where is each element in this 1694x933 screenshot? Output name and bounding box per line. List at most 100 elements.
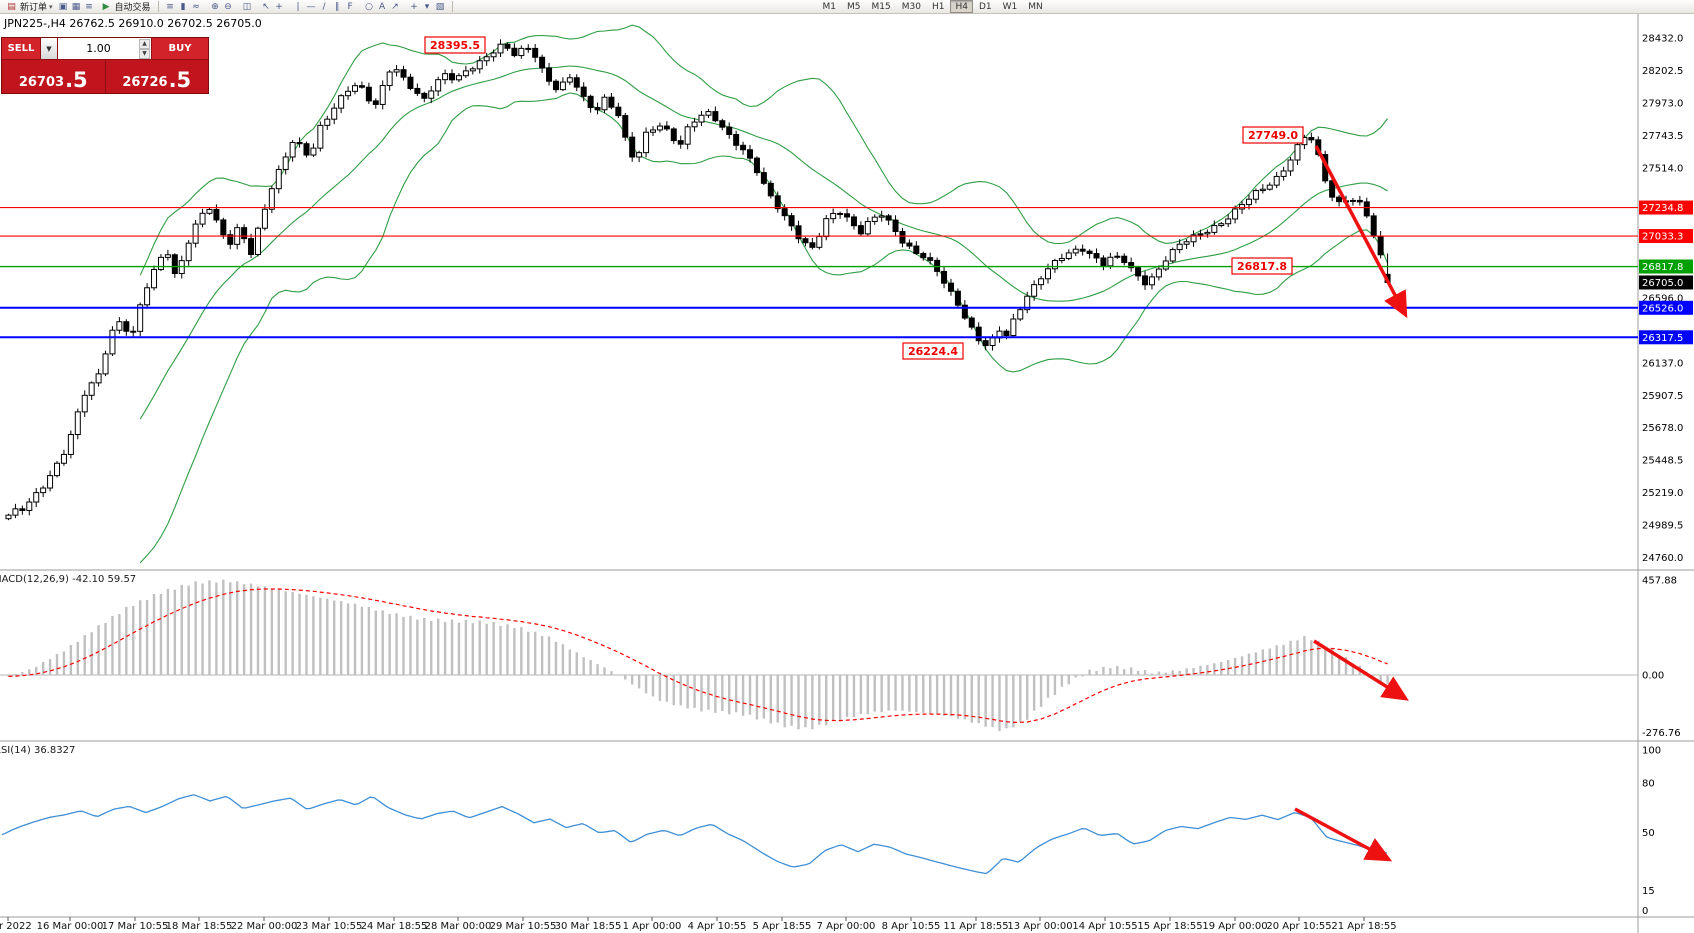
zoom-out-icon[interactable]: ⊖ bbox=[224, 1, 232, 12]
autotrading-icon: ▶ bbox=[102, 1, 110, 12]
timeframe-m1-button[interactable]: M1 bbox=[822, 2, 837, 12]
svg-text:16 Mar 00:00: 16 Mar 00:00 bbox=[37, 921, 104, 932]
autotrading-label: 自动交易 bbox=[114, 3, 151, 13]
buy-price-pips: .5 bbox=[168, 68, 192, 93]
price-annotations[interactable]: 28395.5 27749.0 26817.8 26224.4 bbox=[424, 36, 1304, 360]
horizontal-line-icon[interactable]: — bbox=[306, 1, 316, 12]
svg-text:11 Apr 18:55: 11 Apr 18:55 bbox=[943, 921, 1008, 932]
svg-text:26526.0: 26526.0 bbox=[1642, 303, 1683, 314]
timeframe-d1-button[interactable]: D1 bbox=[978, 2, 992, 12]
rsi-panel bbox=[1, 794, 1387, 875]
svg-text:27973.0: 27973.0 bbox=[1642, 99, 1683, 110]
indicators-add-icon[interactable]: + bbox=[410, 1, 418, 12]
timeframe-m30-button[interactable]: M30 bbox=[901, 2, 921, 12]
sell-price[interactable]: 26703 .5 bbox=[2, 60, 106, 93]
new-order-button[interactable]: ▤ 新订单 ▾ bbox=[3, 0, 55, 14]
svg-text:27234.8: 27234.8 bbox=[1642, 203, 1683, 214]
templates-icon[interactable]: ▧ bbox=[435, 1, 445, 12]
timeframe-w1-button[interactable]: W1 bbox=[1002, 2, 1018, 12]
svg-text:24 Mar 18:55: 24 Mar 18:55 bbox=[361, 921, 428, 932]
svg-text:-276.76: -276.76 bbox=[1642, 728, 1681, 739]
cursor-icon[interactable]: ↖ bbox=[262, 1, 270, 12]
trendline-icon[interactable]: / bbox=[322, 1, 326, 12]
svg-text:15: 15 bbox=[1642, 886, 1655, 897]
svg-text:24989.5: 24989.5 bbox=[1642, 521, 1683, 532]
svg-text:17 Mar 10:55: 17 Mar 10:55 bbox=[102, 921, 169, 932]
arrow-tool-icon[interactable]: ↗ bbox=[391, 1, 399, 12]
svg-text:22 Mar 00:00: 22 Mar 00:00 bbox=[231, 921, 298, 932]
svg-text:19 Apr 00:00: 19 Apr 00:00 bbox=[1202, 921, 1267, 932]
sell-button[interactable]: SELL bbox=[2, 38, 40, 59]
bar-chart-icon[interactable]: ≡ bbox=[166, 1, 174, 12]
volume-up-button[interactable]: ▲ bbox=[139, 39, 150, 49]
svg-text:23 Mar 10:55: 23 Mar 10:55 bbox=[296, 921, 363, 932]
toolbar-separator bbox=[157, 1, 159, 12]
sell-price-main: 26703 bbox=[18, 74, 65, 90]
chart-window-icon[interactable]: ▣ bbox=[58, 1, 68, 12]
vertical-line-icon[interactable]: | bbox=[296, 1, 300, 12]
svg-text:27033.3: 27033.3 bbox=[1642, 232, 1683, 243]
svg-text:18 Mar 18:55: 18 Mar 18:55 bbox=[166, 921, 233, 932]
autotrading-button[interactable]: ▶ 自动交易 bbox=[98, 0, 153, 14]
svg-text:21 Apr 18:55: 21 Apr 18:55 bbox=[1331, 921, 1396, 932]
svg-text:457.88: 457.88 bbox=[1642, 575, 1677, 586]
panel-separators bbox=[0, 14, 1694, 933]
macd-signal-line bbox=[8, 588, 1388, 724]
channel-icon[interactable]: ∥ bbox=[334, 1, 340, 12]
volume-down-button[interactable]: ▼ bbox=[139, 49, 150, 59]
candlestick-chart-icon[interactable]: ▮ bbox=[180, 1, 186, 12]
new-order-icon: ▤ bbox=[7, 1, 16, 12]
buy-price-main: 26726 bbox=[122, 74, 168, 90]
svg-text:20 Apr 10:55: 20 Apr 10:55 bbox=[1266, 921, 1331, 932]
svg-text:15 Apr 18:55: 15 Apr 18:55 bbox=[1137, 921, 1202, 932]
svg-text:8 Apr 10:55: 8 Apr 10:55 bbox=[882, 921, 941, 932]
timeframe-h1-button[interactable]: H1 bbox=[931, 2, 945, 12]
svg-text:28432.0: 28432.0 bbox=[1642, 34, 1683, 45]
chart-ohlc-header: JPN225-,H4 26762.5 26910.0 26702.5 26705… bbox=[4, 17, 262, 30]
timeframe-m15-button[interactable]: M15 bbox=[871, 2, 891, 12]
price-axis[interactable]: 28432.0 28202.5 27973.0 27743.5 27514.0 26596… bbox=[1639, 34, 1693, 917]
timeframe-m5-button[interactable]: M5 bbox=[847, 2, 861, 12]
svg-text:26224.4: 26224.4 bbox=[908, 345, 958, 358]
svg-text:26817.8: 26817.8 bbox=[1237, 260, 1287, 273]
periods-icon[interactable]: ▾ bbox=[424, 1, 430, 12]
fibonacci-icon[interactable]: F bbox=[347, 1, 353, 12]
sell-price-pips: .5 bbox=[65, 68, 88, 93]
timeframe-toolbar: M1 M5 M15 M30 H1 H4 D1 W1 MN bbox=[818, 0, 1048, 13]
svg-text:25907.5: 25907.5 bbox=[1642, 391, 1683, 402]
zoom-in-icon[interactable]: ⊕ bbox=[211, 1, 219, 12]
svg-text:5 Apr 18:55: 5 Apr 18:55 bbox=[753, 921, 812, 932]
trend-arrows[interactable] bbox=[1294, 145, 1409, 862]
timeframe-mn-button[interactable]: MN bbox=[1028, 2, 1043, 12]
timeframe-h4-button[interactable]: H4 bbox=[950, 0, 973, 13]
text-label-icon[interactable]: A bbox=[378, 1, 386, 12]
svg-text:1 Apr 00:00: 1 Apr 00:00 bbox=[623, 921, 682, 932]
volume-dropdown-button[interactable]: ▼ bbox=[40, 38, 58, 59]
svg-text:Mar 2022: Mar 2022 bbox=[0, 921, 32, 932]
svg-text:0.00: 0.00 bbox=[1642, 671, 1664, 682]
crosshair-icon[interactable]: + bbox=[275, 1, 283, 12]
new-order-label: 新订单 bbox=[20, 3, 48, 13]
svg-text:26137.0: 26137.0 bbox=[1642, 358, 1683, 369]
line-chart-icon[interactable]: ≈ bbox=[192, 1, 200, 12]
tile-windows-icon[interactable]: ◫ bbox=[242, 1, 252, 12]
rsi-indicator-label: RSI(14) 36.8327 bbox=[0, 745, 76, 756]
profiles-icon[interactable]: ▦ bbox=[71, 1, 81, 12]
svg-text:26317.5: 26317.5 bbox=[1642, 333, 1683, 344]
shapes-icon[interactable]: ○ bbox=[365, 1, 373, 12]
macd-indicator-label: MACD(12,26,9) -42.10 59.57 bbox=[0, 574, 137, 585]
buy-button[interactable]: BUY bbox=[152, 38, 208, 59]
buy-price[interactable]: 26726 .5 bbox=[106, 60, 209, 93]
svg-text:50: 50 bbox=[1642, 828, 1655, 839]
chevron-down-icon: ▾ bbox=[49, 2, 53, 11]
svg-text:27514.0: 27514.0 bbox=[1642, 164, 1683, 175]
svg-text:27749.0: 27749.0 bbox=[1248, 129, 1298, 142]
chart-plot-area[interactable] bbox=[0, 14, 1694, 933]
svg-text:25219.0: 25219.0 bbox=[1642, 488, 1683, 499]
svg-text:26817.8: 26817.8 bbox=[1642, 262, 1683, 273]
volume-input[interactable] bbox=[58, 38, 151, 59]
market-watch-icon[interactable]: ≡ bbox=[85, 1, 93, 12]
svg-text:0: 0 bbox=[1642, 906, 1648, 917]
